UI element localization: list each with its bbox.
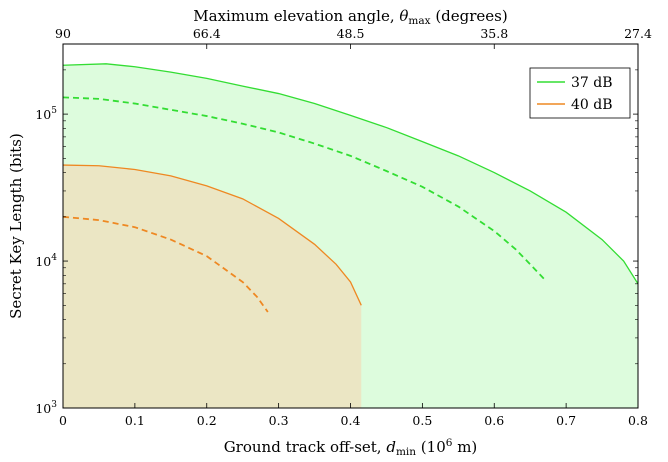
series-line-0: [62, 63, 639, 285]
legend-box: [529, 67, 631, 119]
x-tick-label-3: 0.3: [269, 413, 289, 428]
x2-tick-label-1: 66.4: [193, 26, 221, 41]
x2-tick-label-2: 48.5: [337, 26, 365, 41]
x-tick-label-1: 0.1: [125, 413, 145, 428]
x2-tick-label-4: 27.4: [624, 26, 652, 41]
x2-tick-label-3: 35.8: [480, 26, 508, 41]
x-axis-label: Ground track off-set, dmin (106 m): [224, 437, 478, 458]
legend-label-1: 40 dB: [571, 97, 613, 113]
area-fill-2: [63, 165, 362, 408]
legend-label-0: 37 dB: [571, 75, 613, 91]
x-tick-label-5: 0.5: [412, 413, 432, 428]
tick-labels: 0 0.1 0.2 0.3 0.4 0.5 0.6 0.7 0.8 90 66.4 48.5 35.8 2…: [35, 26, 652, 428]
y-axis-label: Secret Key Length (bits): [7, 133, 25, 319]
series-lines: [62, 63, 639, 313]
x-tick-label-8: 0.8: [628, 413, 648, 428]
plot-frame: [62, 43, 639, 409]
legend: 37 dB 40 dB: [529, 67, 631, 119]
series-line-3: [62, 215, 269, 313]
y-tick-label-1: 104: [35, 253, 57, 269]
x-tick-label-7: 0.7: [556, 413, 576, 428]
series-line-2: [62, 164, 362, 306]
x-tick-label-0: 0: [59, 413, 67, 428]
series-line-1: [62, 96, 546, 281]
x-tick-label-4: 0.4: [341, 413, 361, 428]
y-tick-label-0: 103: [35, 400, 57, 416]
area-fills: [63, 63, 638, 409]
x2-tick-label-0: 90: [55, 26, 71, 41]
x-tick-label-6: 0.6: [484, 413, 504, 428]
x-tick-label-2: 0.2: [197, 413, 217, 428]
y-tick-label-2: 105: [35, 106, 57, 122]
top-axis-label: Maximum elevation angle, θmax (degrees): [193, 7, 507, 27]
